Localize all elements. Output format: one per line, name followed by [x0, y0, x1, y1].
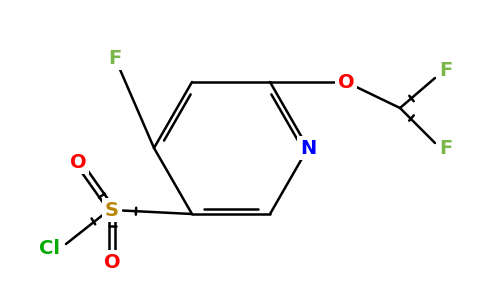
- Text: F: F: [439, 139, 453, 158]
- Text: F: F: [108, 49, 121, 68]
- Text: Cl: Cl: [40, 238, 60, 257]
- Text: F: F: [439, 61, 453, 80]
- Text: N: N: [300, 139, 316, 158]
- Text: O: O: [70, 152, 86, 172]
- Text: S: S: [105, 200, 119, 220]
- Text: O: O: [338, 73, 354, 92]
- Text: O: O: [104, 253, 121, 272]
